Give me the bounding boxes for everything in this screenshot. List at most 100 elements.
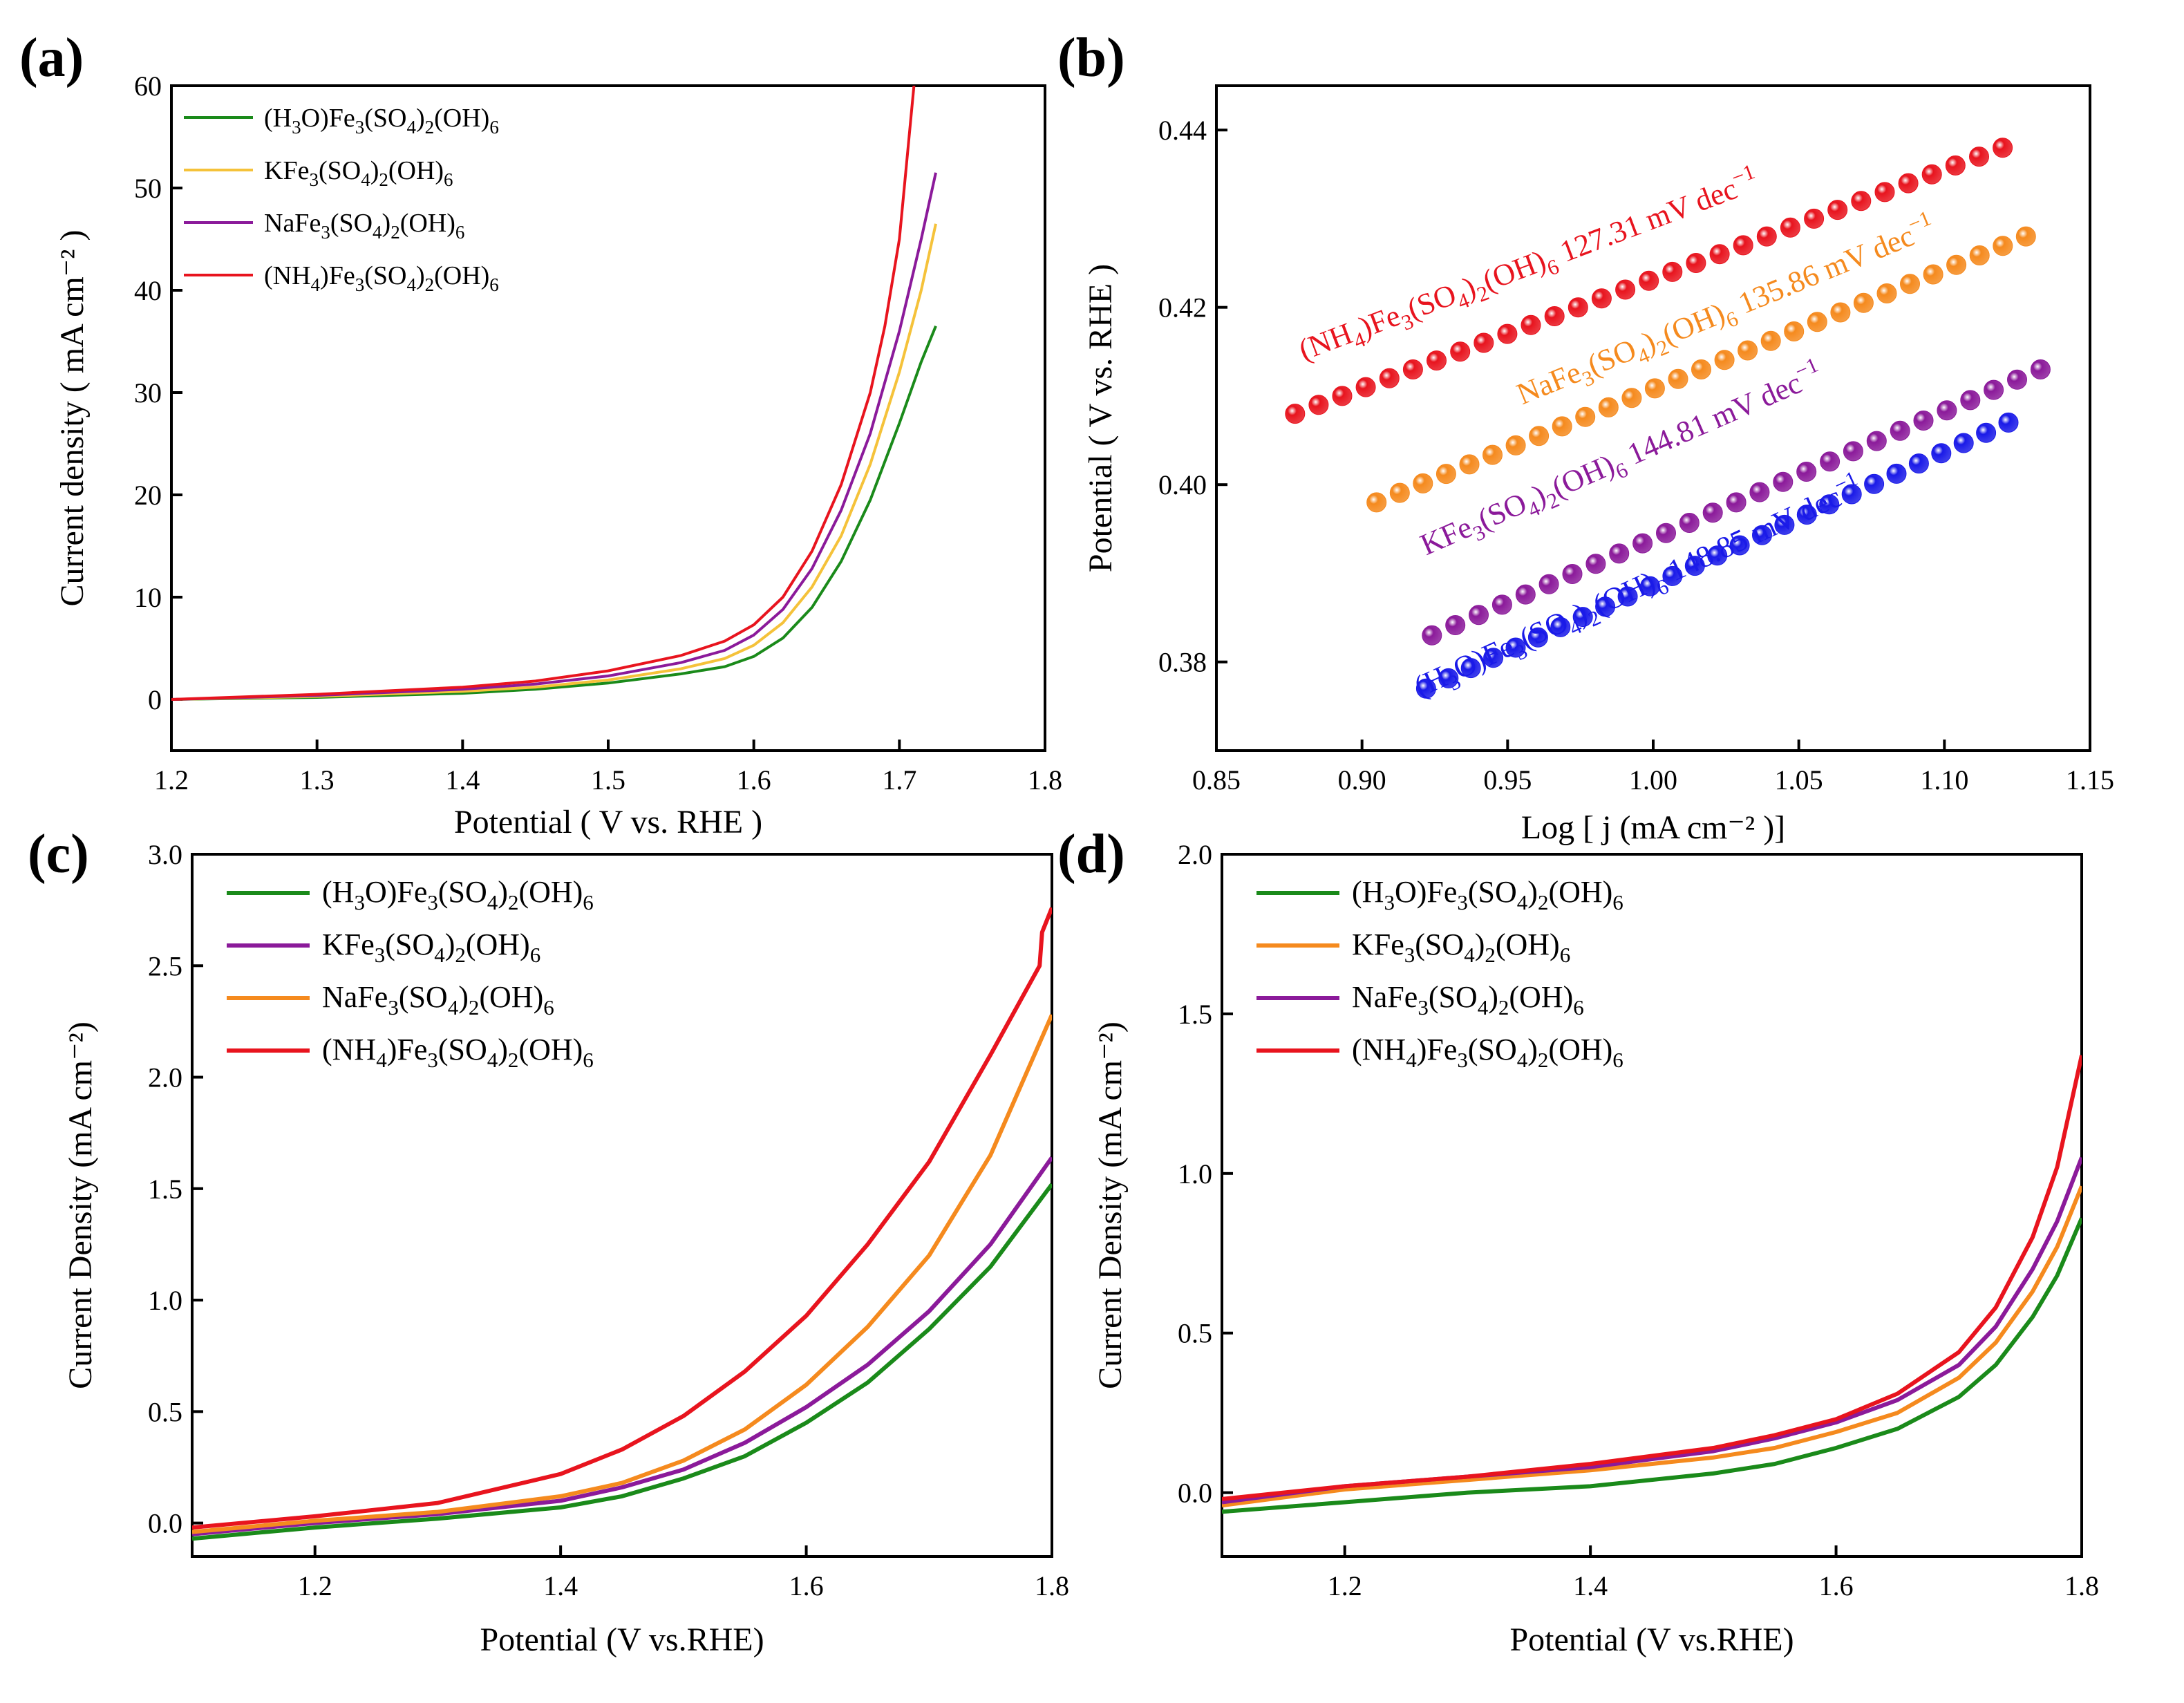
y-tick-label: 0.5 bbox=[148, 1396, 182, 1427]
label-part: (OH) bbox=[1548, 875, 1612, 909]
x-tick-label: 0.95 bbox=[1483, 764, 1532, 796]
data-point-1 bbox=[1784, 321, 1805, 341]
data-point-1 bbox=[1435, 464, 1456, 484]
label-part: NaFe bbox=[322, 980, 388, 1014]
data-point-1 bbox=[1459, 454, 1480, 475]
label-part: (NH bbox=[322, 1033, 376, 1066]
x-tick-label: 1.6 bbox=[1819, 1570, 1854, 1601]
series-line-1 bbox=[1222, 1185, 2082, 1508]
label-part: 4 bbox=[406, 274, 416, 295]
label-part: 3 bbox=[427, 1048, 438, 1072]
data-point-1 bbox=[1621, 388, 1642, 408]
data-point-1 bbox=[1738, 340, 1758, 361]
panel-label: (a) bbox=[19, 28, 84, 88]
label-part: (OH) bbox=[466, 928, 530, 961]
label-part: 4 bbox=[1478, 995, 1489, 1019]
data-point-3 bbox=[1752, 525, 1772, 545]
label-part: 6 bbox=[444, 169, 453, 190]
x-tick-label: 1.00 bbox=[1629, 764, 1677, 796]
data-point-3 bbox=[1684, 556, 1705, 576]
panel-label: (d) bbox=[1057, 824, 1125, 885]
y-tick-label: 40 bbox=[134, 275, 162, 306]
y-tick-label: 1.0 bbox=[1178, 1158, 1212, 1189]
data-point-3 bbox=[1572, 607, 1593, 628]
series-line-2 bbox=[171, 172, 937, 701]
data-point-2 bbox=[1960, 390, 1981, 411]
label-part: 135.86 mV dec bbox=[1726, 218, 1919, 323]
data-point-1 bbox=[1946, 254, 1967, 275]
legend-label-1: KFe3(SO4)2(OH)6 bbox=[322, 928, 540, 967]
label-part: )Fe bbox=[320, 261, 355, 290]
data-point-0 bbox=[1615, 279, 1636, 300]
data-point-0 bbox=[1355, 377, 1376, 397]
series-line-2 bbox=[1222, 1156, 2082, 1505]
data-point-2 bbox=[1796, 462, 1817, 482]
y-tick-label: 10 bbox=[134, 582, 162, 613]
panel-a: (a) 1.2 1.3 1.4 1.5 1.6 1.7 1.8 0 10 20 30 40 50 60 Pot… bbox=[19, 28, 1062, 840]
label-part: ) bbox=[498, 875, 508, 909]
x-tick-label: 1.8 bbox=[1028, 764, 1062, 796]
y-tick-label: 3.0 bbox=[148, 839, 182, 870]
label-part: 144.81 mV dec bbox=[1616, 366, 1807, 474]
label-part: 6 bbox=[530, 943, 541, 967]
label-part: 4 bbox=[373, 222, 382, 243]
data-point-1 bbox=[1482, 444, 1503, 465]
data-point-1 bbox=[1714, 350, 1735, 370]
data-point-1 bbox=[1900, 274, 1920, 294]
label-part: (SO bbox=[399, 980, 448, 1014]
label-part: 4 bbox=[311, 274, 321, 295]
label-part: 4 bbox=[376, 1048, 387, 1072]
label-part: 3 bbox=[355, 117, 365, 138]
data-point-2 bbox=[1843, 441, 1863, 462]
label-part: (SO bbox=[1415, 928, 1464, 961]
data-point-3 bbox=[1976, 422, 1997, 443]
label-part: NaFe bbox=[1512, 355, 1586, 411]
x-tick-label: 1.8 bbox=[1035, 1570, 1069, 1601]
data-point-0 bbox=[1945, 155, 1966, 176]
data-point-0 bbox=[1898, 173, 1919, 194]
label-part: 3 bbox=[427, 890, 438, 914]
data-point-0 bbox=[1733, 235, 1753, 256]
panel-b: (b) 0.85 0.90 0.95 1.00 1.05 1.10 1.15 0.38 0.40 0… bbox=[1057, 28, 2114, 846]
data-point-3 bbox=[1819, 494, 1840, 515]
label-part: NaFe bbox=[1352, 980, 1418, 1014]
data-point-0 bbox=[1308, 395, 1329, 415]
label-part: 3 bbox=[321, 222, 330, 243]
label-part: 3 bbox=[1384, 890, 1395, 914]
data-point-3 bbox=[1886, 463, 1907, 484]
data-point-3 bbox=[1998, 412, 2019, 433]
label-part: (OH) bbox=[1548, 1033, 1612, 1066]
label-part: (OH) bbox=[1496, 928, 1560, 961]
label-part: ) bbox=[1475, 928, 1485, 961]
y-tick-label: 1.5 bbox=[148, 1174, 182, 1205]
label-part: 3 bbox=[375, 943, 386, 967]
label-part: KFe bbox=[264, 156, 309, 185]
series-annotation-3: (H3O)Fe3(SO4)2(OH)6 148.85 mV dec−1 bbox=[1407, 466, 1870, 708]
label-part: (SO bbox=[1468, 1033, 1517, 1066]
label-part: (SO bbox=[438, 1033, 487, 1066]
y-axis-title: Current Density (mA cm⁻²) bbox=[1092, 1022, 1129, 1389]
label-part: ) bbox=[458, 980, 469, 1014]
data-point-2 bbox=[1984, 379, 2004, 400]
y-tick-label: 1.5 bbox=[1178, 999, 1212, 1030]
data-point-2 bbox=[1937, 400, 1957, 421]
data-point-0 bbox=[1709, 244, 1730, 265]
label-part: 3 bbox=[1457, 890, 1468, 914]
data-point-1 bbox=[1853, 292, 1874, 313]
legend-label-0: (H3O)Fe3(SO4)2(OH)6 bbox=[1352, 875, 1623, 914]
data-point-1 bbox=[1668, 368, 1688, 389]
label-part: ) bbox=[370, 156, 379, 185]
data-point-3 bbox=[1841, 484, 1862, 505]
data-point-2 bbox=[1773, 471, 1794, 492]
label-part: (H bbox=[264, 104, 292, 133]
label-part: ) bbox=[1527, 875, 1538, 909]
data-point-2 bbox=[2030, 359, 2051, 379]
label-part: (SO bbox=[385, 928, 434, 961]
data-point-0 bbox=[1780, 217, 1800, 238]
data-point-0 bbox=[1402, 359, 1423, 379]
data-point-1 bbox=[1644, 378, 1665, 399]
series-line-3 bbox=[192, 907, 1052, 1530]
label-part: 2 bbox=[425, 274, 435, 295]
data-point-2 bbox=[1749, 482, 1770, 502]
label-part: 6 bbox=[1573, 995, 1584, 1019]
